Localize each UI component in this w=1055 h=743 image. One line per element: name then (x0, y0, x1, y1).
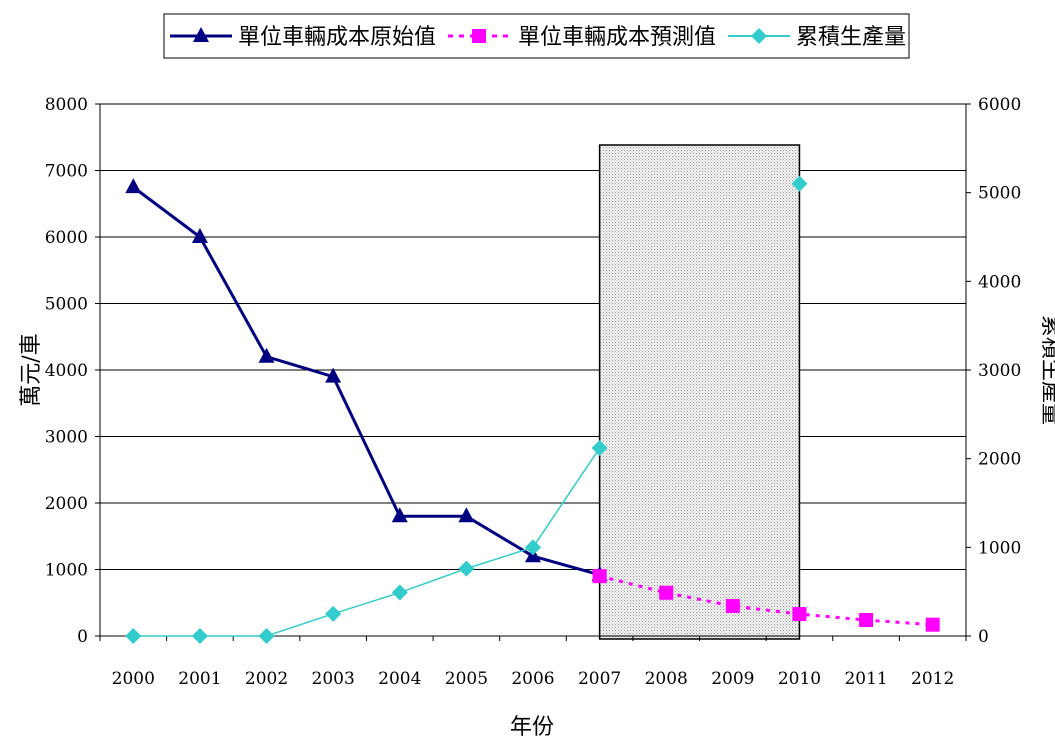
gridlines (100, 103, 966, 570)
y-tick-label: 4000 (45, 361, 88, 381)
y2-axis-title: 累積生產量 (1038, 315, 1055, 425)
diamond-marker (458, 560, 475, 577)
tick-labels: 0 1000 2000 3000 4000 5000 6000 7000 8000 0 1000 20… (45, 95, 1022, 689)
x-tick-label: 2005 (445, 669, 488, 689)
square-marker (592, 569, 607, 584)
y-tick-label: 7000 (45, 162, 88, 182)
y2-tick-label: 3000 (978, 361, 1021, 381)
y2-tick-label: 0 (978, 627, 989, 647)
triangle-marker (191, 228, 208, 243)
legend-label-forecast: 單位車輛成本預測值 (518, 25, 716, 50)
y-tick-label: 1000 (45, 561, 88, 581)
x-tick-label: 2004 (378, 669, 421, 689)
y2-tick-label: 4000 (978, 272, 1021, 292)
y-axis-title: 萬元/車 (19, 333, 44, 406)
diamond-marker (325, 605, 342, 622)
legend-item-cumulative: 累積生產量 (728, 25, 906, 50)
series-line-2 (133, 447, 601, 637)
x-tick-label: 2000 (112, 669, 155, 689)
highlight-box (598, 144, 801, 640)
x-tick-label: 2007 (578, 669, 621, 689)
diamond-marker (391, 584, 408, 601)
triangle-marker (125, 178, 142, 194)
series-line-0 (132, 185, 601, 577)
x-tick-label: 2010 (778, 669, 821, 689)
legend-square-marker (472, 29, 486, 43)
highlight-region (598, 144, 801, 640)
x-tick-label: 2008 (645, 669, 688, 689)
x-tick-label: 2009 (711, 669, 754, 689)
y2-tick-label: 2000 (978, 450, 1021, 470)
diamond-marker (191, 628, 208, 644)
y-tick-label: 3000 (45, 428, 88, 448)
y2-tick-label: 1000 (978, 538, 1021, 558)
legend-triangle-marker (193, 27, 209, 42)
diamond-marker (125, 628, 142, 644)
y2-tick-label: 5000 (978, 184, 1021, 204)
diamond-marker (591, 440, 608, 457)
triangle-marker (391, 507, 408, 523)
y-tick-label: 5000 (45, 295, 88, 315)
x-axis-title: 年份 (510, 715, 554, 740)
legend-item-forecast: 單位車輛成本預測值 (448, 25, 716, 50)
x-tick-label: 2011 (844, 669, 887, 689)
y-tick-label: 6000 (45, 228, 88, 248)
diamond-marker (791, 175, 808, 192)
square-marker (659, 585, 674, 600)
y-tick-label: 8000 (45, 95, 88, 115)
triangle-marker (325, 367, 342, 383)
square-marker (859, 613, 874, 628)
legend-diamond-marker (751, 28, 767, 44)
legend-label-original: 單位車輛成本原始值 (238, 25, 436, 50)
x-tick-label: 2003 (312, 669, 355, 689)
diamond-marker (258, 628, 275, 644)
x-tick-label: 2001 (178, 669, 221, 689)
legend-label-cumulative: 累積生產量 (796, 25, 906, 50)
y2-tick-label: 6000 (978, 95, 1021, 115)
square-marker (725, 599, 740, 614)
triangle-marker (258, 347, 275, 363)
y-tick-label: 0 (77, 627, 88, 647)
y-tick-label: 2000 (45, 494, 88, 514)
legend-item-original: 單位車輛成本原始值 (170, 25, 436, 50)
series (125, 175, 940, 644)
square-marker (925, 617, 940, 632)
series-line-1 (599, 574, 933, 627)
x-tick-label: 2012 (911, 669, 954, 689)
x-tick-label: 2006 (511, 669, 554, 689)
diamond-marker (525, 539, 541, 556)
legend: 單位車輛成本原始值 單位車輛成本預測值 累積生產量 (163, 13, 910, 59)
x-tick-label: 2002 (245, 669, 288, 689)
square-marker (792, 607, 807, 622)
triangle-marker (458, 507, 475, 523)
